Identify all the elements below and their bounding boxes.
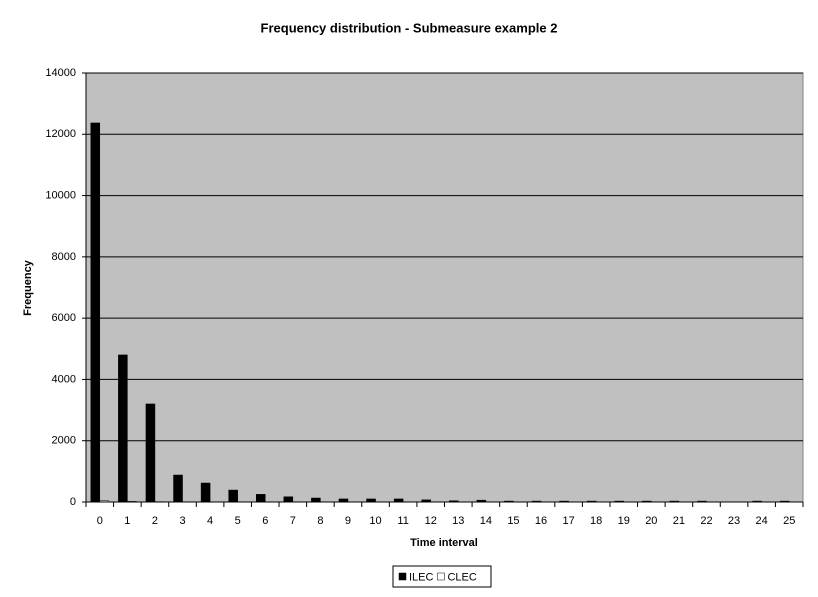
- plot-area: [85, 72, 804, 503]
- bar: [256, 494, 266, 503]
- x-tick-label: 17: [562, 515, 574, 527]
- y-tick-label: 8000: [52, 251, 76, 263]
- x-tick-label: 23: [728, 515, 740, 527]
- bar: [283, 496, 294, 503]
- x-tick-label: 6: [262, 515, 268, 527]
- x-tick-label: 11: [397, 515, 408, 527]
- y-tick-label: 6000: [52, 312, 76, 324]
- x-tick-label: 12: [425, 515, 437, 527]
- legend-key: [398, 572, 407, 581]
- bar: [311, 497, 321, 503]
- legend-label: ILEC: [409, 571, 434, 583]
- bar: [173, 474, 183, 503]
- x-tick-label: 7: [290, 515, 296, 527]
- x-tick-label: 21: [673, 515, 685, 527]
- bar: [90, 122, 101, 503]
- x-tick-label: 25: [783, 515, 795, 527]
- x-tick-label: 2: [152, 515, 158, 527]
- x-tick-label: 14: [480, 515, 492, 527]
- x-tick-label: 24: [756, 515, 768, 527]
- x-tick-label: 8: [317, 515, 323, 527]
- x-tick-label: 0: [97, 515, 103, 527]
- y-tick-label: 4000: [52, 373, 76, 385]
- x-tick-label: 4: [207, 515, 213, 527]
- x-tick-label: 20: [645, 515, 657, 527]
- legend-label: CLEC: [447, 571, 476, 583]
- y-tick-label: 14000: [45, 67, 76, 79]
- y-tick-label: 2000: [52, 435, 76, 447]
- x-tick-label: 19: [618, 515, 630, 527]
- x-tick-label: 3: [179, 515, 185, 527]
- x-tick-label: 10: [369, 515, 381, 527]
- x-tick-label: 5: [235, 515, 241, 527]
- x-tick-label: 22: [700, 515, 712, 527]
- bar: [200, 482, 211, 503]
- x-tick-label: 1: [124, 515, 130, 527]
- bar: [118, 354, 128, 503]
- y-tick-label: 0: [70, 496, 76, 508]
- y-tick-label: 12000: [45, 128, 76, 140]
- x-axis-title: Time interval: [410, 537, 478, 549]
- chart-title: Frequency distribution - Submeasure exam…: [261, 20, 558, 35]
- x-tick-label: 15: [507, 515, 519, 527]
- x-tick-label: 16: [535, 515, 547, 527]
- bar: [228, 489, 238, 503]
- legend-key: [437, 572, 445, 581]
- x-tick-label: 18: [590, 515, 602, 527]
- y-axis-title: Frequency: [22, 259, 34, 316]
- x-tick-label: 9: [345, 515, 351, 527]
- y-tick-label: 10000: [45, 189, 76, 201]
- x-tick-label: 13: [452, 515, 464, 527]
- bar: [145, 403, 156, 503]
